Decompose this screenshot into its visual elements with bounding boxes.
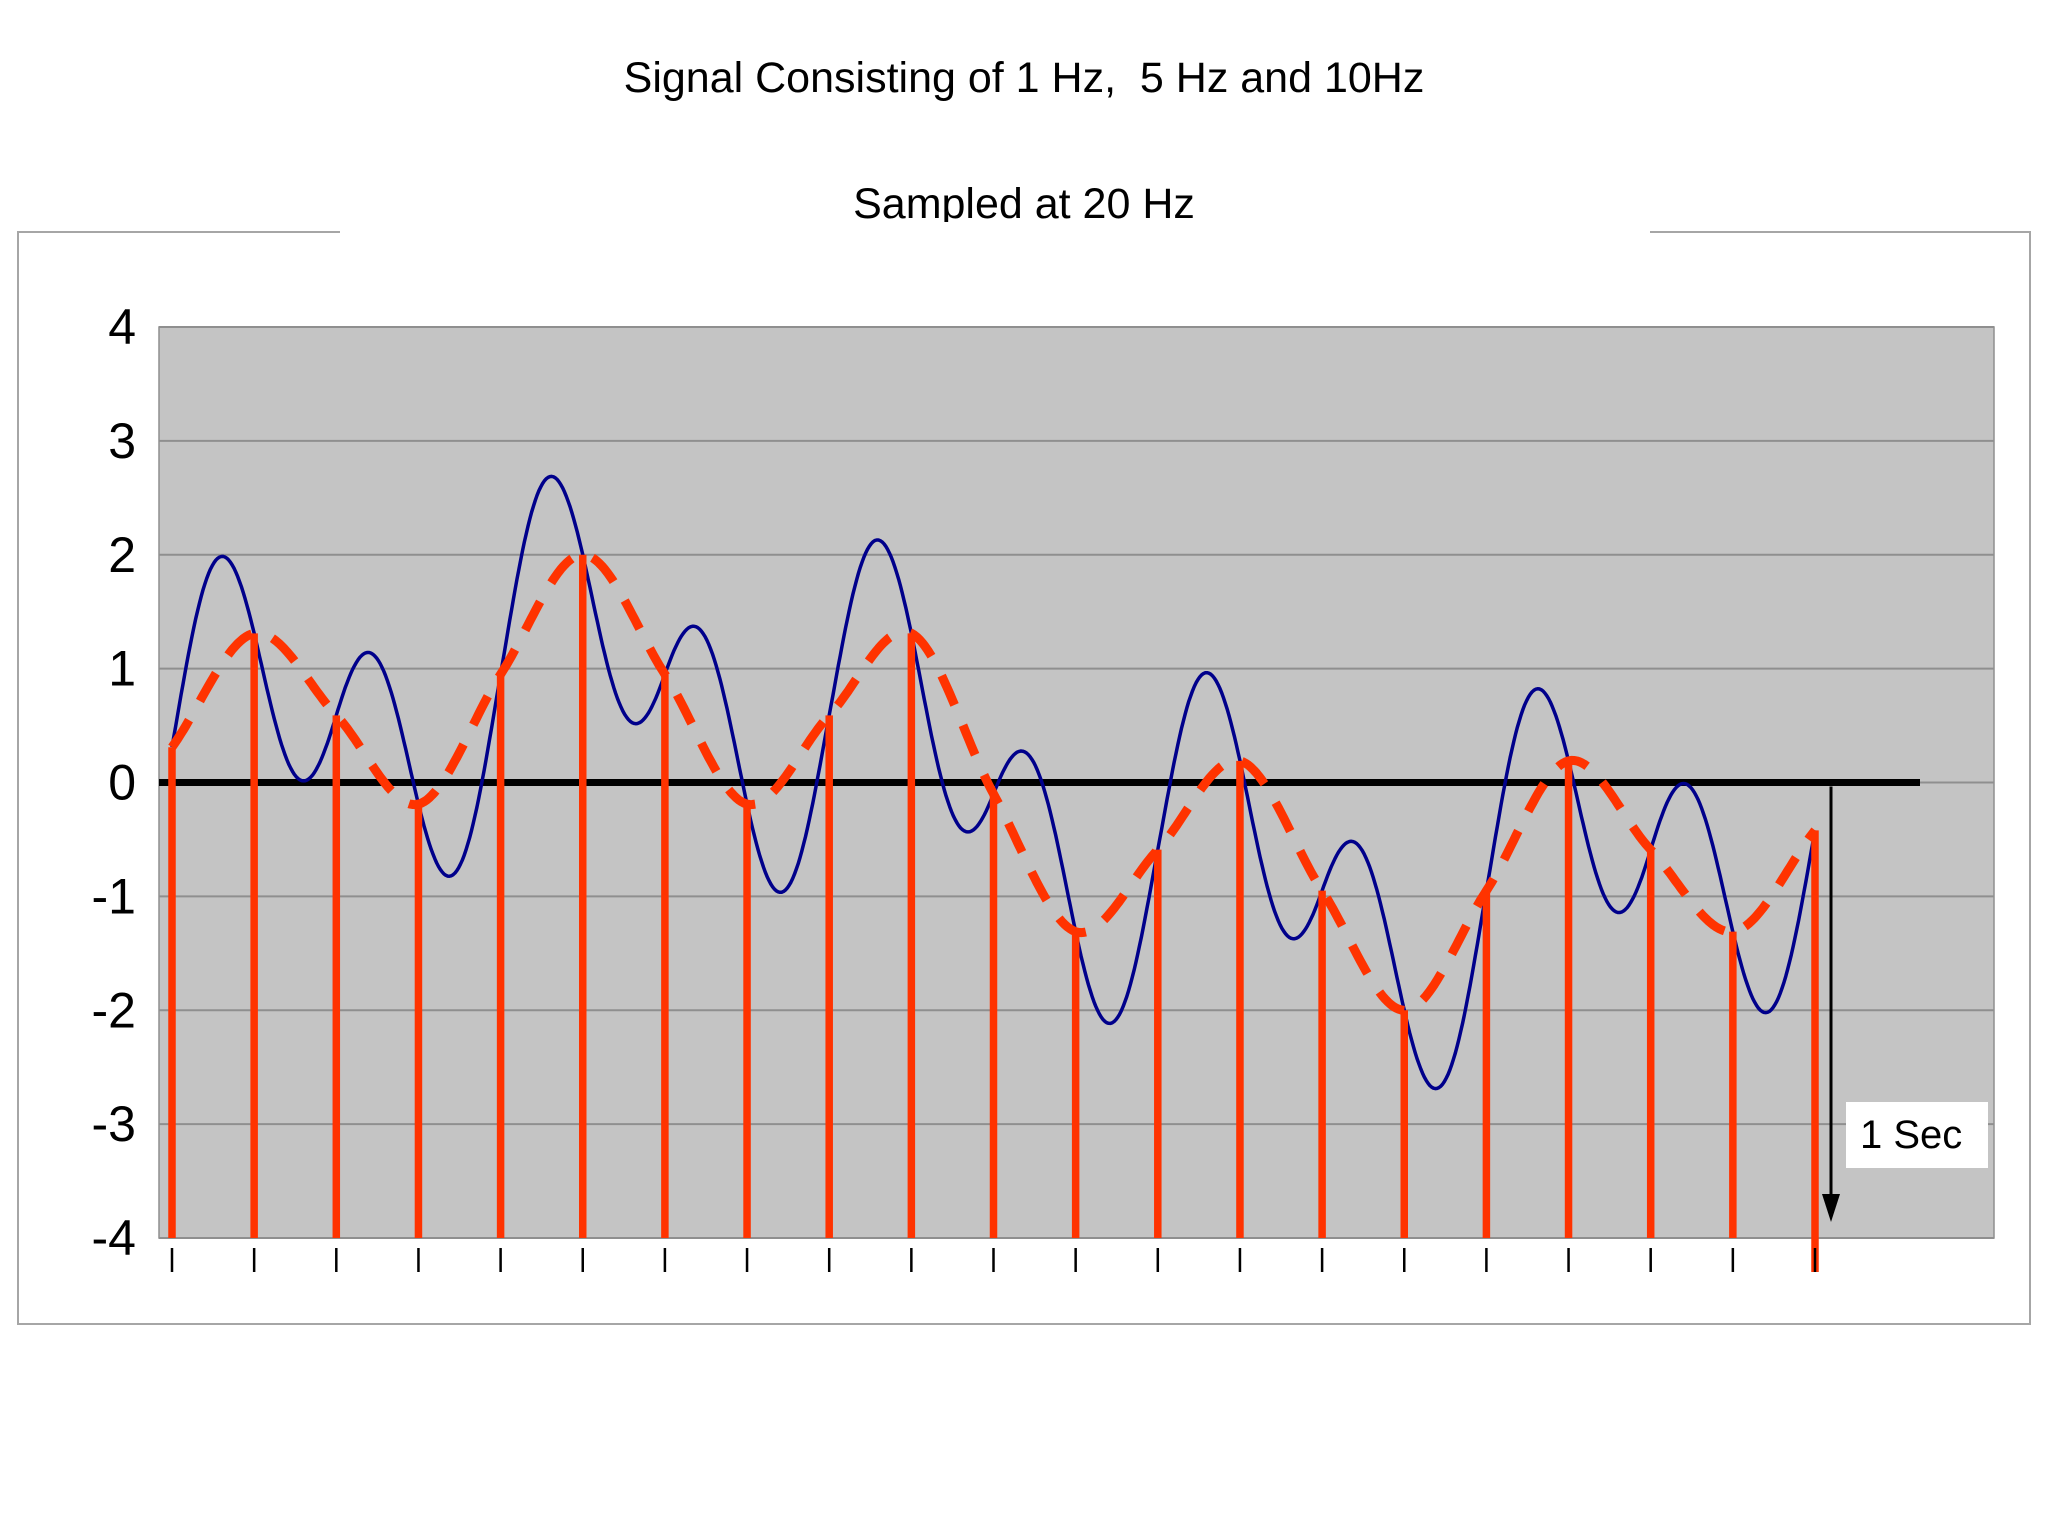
chart-subtitle: Sampled at 20 Hz (853, 180, 1195, 228)
duration-arrow (1822, 786, 1840, 1222)
svg-text:-2: -2 (92, 982, 136, 1038)
svg-text:1: 1 (108, 641, 136, 697)
svg-text:4: 4 (108, 299, 136, 355)
chart-frame (17, 222, 2031, 1325)
duration-annotation: 1 Sec (1846, 1102, 1988, 1168)
y-axis-labels: 4 3 2 1 0 -1 -2 -3 -4 (92, 299, 136, 1266)
svg-text:-3: -3 (92, 1096, 136, 1152)
x-axis-ticks (170, 1248, 1817, 1272)
svg-text:3: 3 (108, 413, 136, 469)
duration-label: 1 Sec (1860, 1112, 1963, 1157)
svg-text:0: 0 (108, 755, 136, 811)
chart-title: Signal Consisting of 1 Hz, 5 Hz and 10Hz (623, 54, 1425, 102)
svg-text:-4: -4 (92, 1210, 136, 1266)
svg-text:-1: -1 (92, 868, 136, 924)
sample-stems (168, 554, 1819, 1272)
reconstructed-signal-curve (168, 550, 1819, 1015)
svg-text:2: 2 (108, 527, 136, 583)
